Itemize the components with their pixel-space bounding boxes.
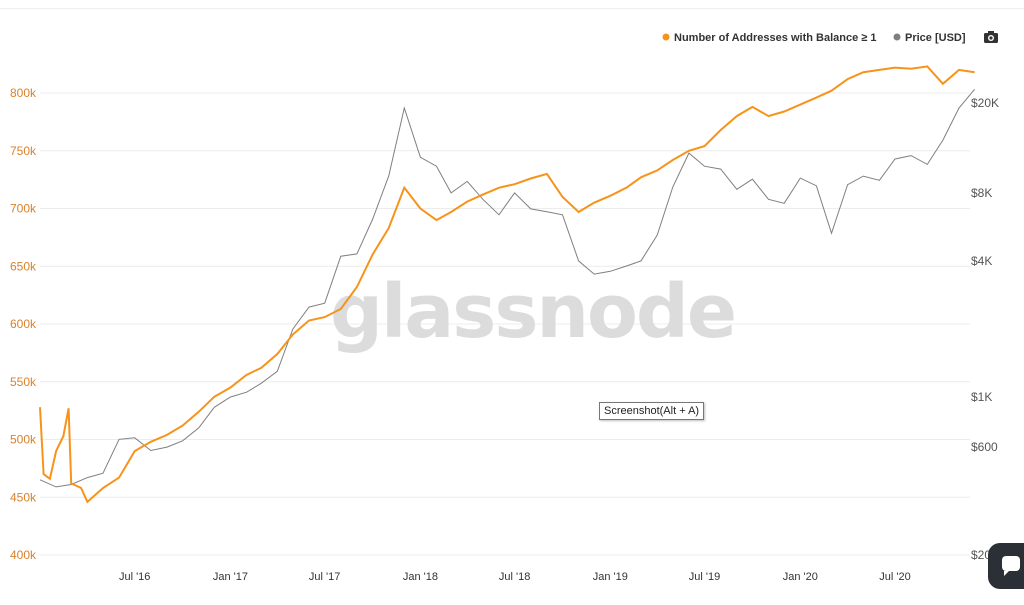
y-left-tick-label: 700k bbox=[10, 202, 37, 216]
x-tick-label: Jul '19 bbox=[689, 571, 720, 583]
legend-marker-price bbox=[893, 33, 901, 41]
y-right-tick-label: $600 bbox=[971, 440, 998, 454]
legend: Number of Addresses with Balance ≥ 1 Pri… bbox=[662, 32, 966, 44]
y-right-tick-label: $1K bbox=[971, 390, 992, 404]
y-right-tick-label: $8K bbox=[971, 186, 992, 200]
x-tick-label: Jul '20 bbox=[879, 571, 910, 583]
legend-label-addresses: Number of Addresses with Balance ≥ 1 bbox=[674, 32, 876, 44]
legend-label-price: Price [USD] bbox=[905, 32, 966, 44]
x-tick-label: Jan '18 bbox=[403, 571, 438, 583]
camera-icon[interactable] bbox=[984, 31, 998, 43]
grid-lines bbox=[40, 92, 970, 556]
addresses-series-line bbox=[39, 65, 975, 504]
x-tick-label: Jan '17 bbox=[213, 571, 248, 583]
y-left-tick-label: 500k bbox=[10, 433, 37, 447]
y-left-tick-label: 450k bbox=[10, 490, 37, 504]
y-left-tick-label: 650k bbox=[10, 259, 37, 273]
chat-button[interactable] bbox=[988, 543, 1024, 589]
x-tick-label: Jan '20 bbox=[783, 571, 818, 583]
x-tick-label: Jul '17 bbox=[309, 571, 340, 583]
y-left-tick-label: 550k bbox=[10, 375, 37, 389]
y-left-tick-label: 400k bbox=[10, 548, 37, 562]
y-left-axis: 400k 450k 500k 550k 600k 650k 700k 750k 800k bbox=[10, 86, 37, 562]
legend-marker-addresses bbox=[662, 33, 670, 41]
y-right-tick-label: $20K bbox=[971, 96, 999, 110]
price-series-line bbox=[39, 88, 975, 488]
x-tick-label: Jul '16 bbox=[119, 571, 150, 583]
top-border bbox=[0, 8, 1024, 9]
y-left-tick-label: 750k bbox=[10, 144, 37, 158]
y-left-tick-label: 600k bbox=[10, 317, 37, 331]
screenshot-tooltip: Screenshot(Alt + A) bbox=[599, 402, 705, 420]
chat-bubble-icon bbox=[1002, 556, 1020, 576]
x-tick-label: Jan '19 bbox=[593, 571, 628, 583]
x-axis: Jul '16 Jan '17 Jul '17 Jan '18 Jul '18 Jan '… bbox=[119, 571, 911, 583]
watermark: glassnode bbox=[330, 269, 735, 355]
y-left-tick-label: 800k bbox=[10, 86, 37, 100]
y-right-axis: $200$600$1K$4K$8K$20K bbox=[971, 96, 999, 562]
x-tick-label: Jul '18 bbox=[499, 571, 530, 583]
y-right-tick-label: $4K bbox=[971, 254, 992, 268]
